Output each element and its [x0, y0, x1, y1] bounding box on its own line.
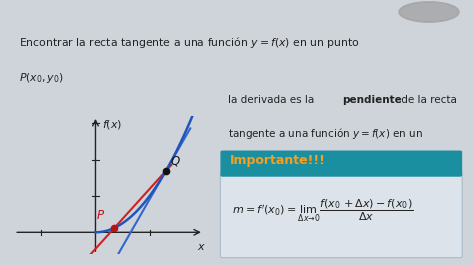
- Text: Importante!!!: Importante!!!: [230, 154, 326, 167]
- Text: de la recta: de la recta: [398, 95, 457, 105]
- Text: la derivada es la: la derivada es la: [228, 95, 317, 105]
- Text: $f(x)$: $f(x)$: [102, 118, 122, 131]
- Text: $m = f'(x_0) = \lim_{\Delta x \to 0}\dfrac{f(x_0 + \Delta x) - f(x_0)}{\Delta x}: $m = f'(x_0) = \lim_{\Delta x \to 0}\dfr…: [232, 197, 414, 224]
- Text: $x$: $x$: [197, 243, 206, 252]
- Text: $Q$: $Q$: [170, 154, 181, 168]
- Text: pendiente: pendiente: [342, 95, 402, 105]
- FancyBboxPatch shape: [220, 151, 462, 177]
- Text: $P(x_0, y_0)$: $P(x_0, y_0)$: [19, 71, 64, 85]
- Text: $P$: $P$: [96, 209, 105, 222]
- Text: Encontrar la recta tangente a una función $y = f(x)$ en un punto: Encontrar la recta tangente a una funció…: [19, 35, 360, 50]
- Text: tangente a una función $y = f(x)$ en un: tangente a una función $y = f(x)$ en un: [228, 126, 422, 140]
- FancyBboxPatch shape: [220, 172, 462, 258]
- Text: punto $P(x_0, y_0)$.: punto $P(x_0, y_0)$.: [228, 156, 307, 171]
- Polygon shape: [399, 2, 459, 22]
